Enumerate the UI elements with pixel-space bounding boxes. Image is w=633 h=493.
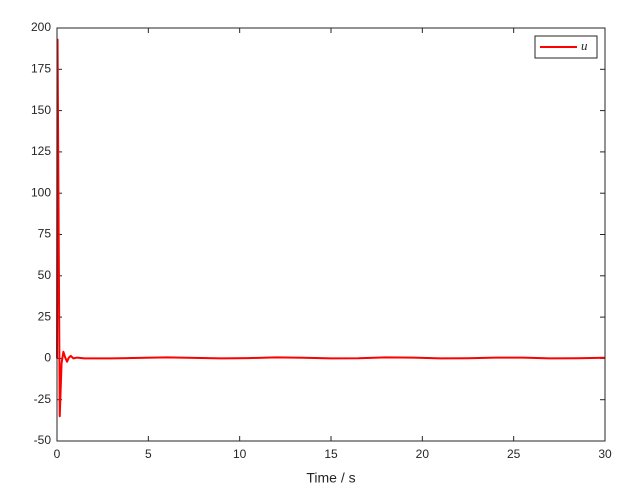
- x-axis-label: Time / s: [306, 470, 355, 486]
- x-tick-label: 0: [54, 447, 61, 461]
- x-tick-label: 30: [598, 447, 612, 461]
- y-tick-label: 125: [31, 144, 51, 158]
- y-tick-label: 175: [31, 61, 51, 75]
- y-tick-label: 200: [31, 20, 51, 34]
- y-tick-label: 50: [38, 268, 52, 282]
- legend-label: u: [581, 38, 588, 53]
- x-tick-label: 25: [507, 447, 521, 461]
- x-tick-label: 20: [416, 447, 430, 461]
- y-tick-label: -50: [34, 433, 52, 447]
- y-tick-label: 100: [31, 185, 51, 199]
- y-tick-label: 0: [44, 351, 51, 365]
- y-tick-label: 25: [38, 309, 52, 323]
- x-tick-label: 5: [145, 447, 152, 461]
- y-tick-label: 75: [38, 227, 52, 241]
- y-tick-label: -25: [34, 392, 52, 406]
- data-line: [56, 38, 606, 418]
- x-tick-label: 15: [324, 447, 338, 461]
- plot-area: [57, 28, 605, 441]
- x-tick-label: 10: [233, 447, 247, 461]
- axes-box: [56, 27, 606, 442]
- y-tick-label: 150: [31, 103, 51, 117]
